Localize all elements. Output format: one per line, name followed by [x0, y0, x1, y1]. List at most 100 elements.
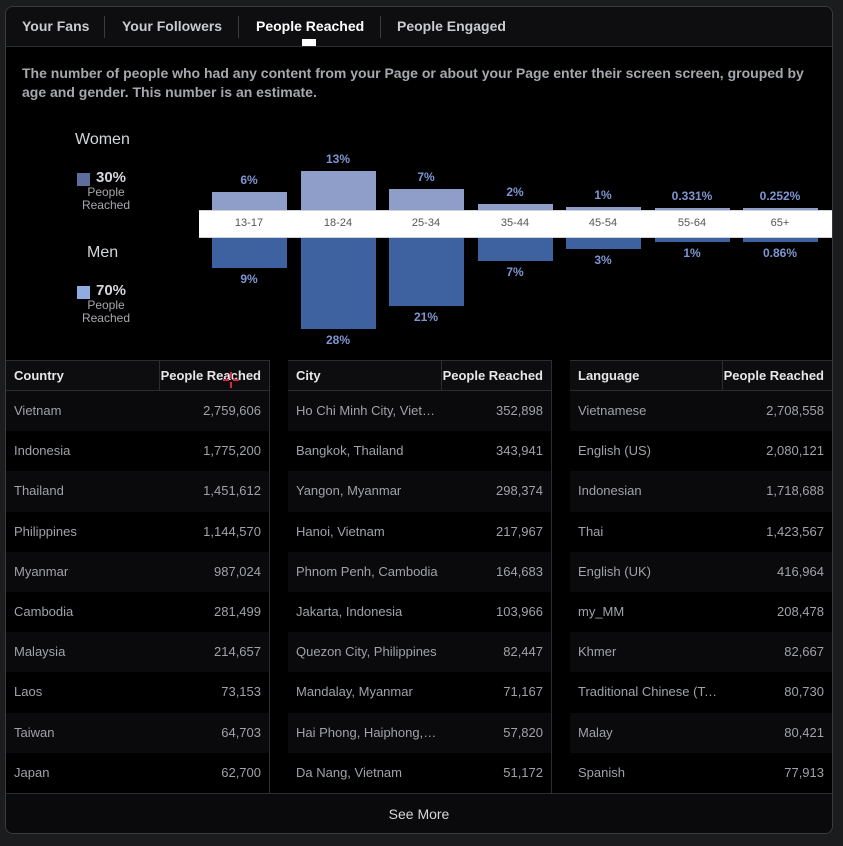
- tab-divider: [380, 16, 381, 38]
- men-bar-label: 28%: [325, 332, 351, 347]
- people-reached-cell: 352,898: [496, 403, 543, 418]
- men-bar-18-24[interactable]: [300, 229, 376, 329]
- table-row[interactable]: Taiwan 64,703: [6, 712, 269, 753]
- language-table: Language People Reached Vietnamese 2,708,55…: [570, 360, 832, 793]
- table-row[interactable]: Hai Phong, Haiphong, … 57,820: [288, 712, 551, 753]
- people-reached-cell: 416,964: [777, 563, 824, 579]
- table-row[interactable]: Da Nang, Vietnam 51,172: [288, 752, 551, 793]
- people-reached-cell: 298,374: [496, 483, 543, 499]
- country-name-cell: Myanmar: [14, 563, 69, 579]
- legend-women-title: Women: [75, 131, 130, 148]
- table-row[interactable]: my_MM 208,478: [570, 591, 832, 633]
- age-label-18-24: 18-24: [323, 217, 353, 229]
- people-reached-column-header[interactable]: People Reached: [723, 368, 824, 383]
- people-reached-cell: 2,080,121: [766, 443, 824, 459]
- people-reached-cell: 1,451,612: [203, 483, 261, 499]
- city-column-header[interactable]: City: [296, 368, 321, 383]
- country-name-cell: Taiwan: [14, 724, 55, 740]
- women-bar-label: 7%: [417, 170, 435, 184]
- country-name-cell: Indonesia: [14, 443, 71, 459]
- table-row[interactable]: Mandalay, Myanmar 71,167: [288, 672, 551, 713]
- language-table-header: Language People Reached: [570, 360, 832, 391]
- tab-your-fans[interactable]: Your Fans: [22, 18, 90, 34]
- people-reached-cell: 80,730: [784, 684, 824, 700]
- table-row[interactable]: Vietnam 2,759,606: [6, 391, 269, 432]
- city-name-cell: Jakarta, Indonesia: [296, 603, 403, 619]
- table-row[interactable]: Malay 80,421: [570, 712, 832, 753]
- men-bar-label: 0.86%: [762, 245, 798, 260]
- city-name-cell: Quezon City, Philippines: [296, 644, 437, 660]
- language-name-cell: Indonesian: [578, 483, 642, 499]
- legend-men-title: Men: [87, 244, 119, 261]
- tab-your-followers[interactable]: Your Followers: [122, 18, 223, 34]
- legend-men-sub: People Reached: [81, 298, 131, 325]
- city-name-cell: Bangkok, Thailand: [296, 443, 404, 459]
- people-reached-column-header[interactable]: People Reached: [160, 368, 261, 383]
- language-name-cell: Khmer: [578, 644, 617, 660]
- country-name-cell: Japan: [14, 764, 50, 780]
- language-column-header[interactable]: Language: [578, 368, 640, 383]
- people-reached-column-header[interactable]: People Reached: [442, 368, 543, 383]
- people-reached-cell: 57,820: [503, 724, 543, 740]
- men-bar-label: 1%: [683, 246, 701, 261]
- table-row[interactable]: Laos 73,153: [6, 672, 269, 713]
- men-bar-25-34[interactable]: [388, 229, 464, 307]
- table-row[interactable]: Yangon, Myanmar 298,374: [288, 471, 551, 512]
- women-bar-label: 2%: [506, 185, 524, 199]
- header-divider: [159, 361, 160, 390]
- table-row[interactable]: Malaysia 214,657: [6, 632, 269, 673]
- men-bar-label: 3%: [594, 252, 612, 267]
- table-row[interactable]: Hanoi, Vietnam 217,967: [288, 511, 551, 552]
- people-reached-cell: 164,683: [496, 563, 543, 579]
- header-divider: [441, 361, 442, 390]
- legend-men-swatch: [77, 286, 90, 299]
- table-row[interactable]: Ho Chi Minh City, Vietn… 352,898: [288, 391, 551, 432]
- table-row[interactable]: Myanmar 987,024: [6, 551, 269, 592]
- country-name-cell: Laos: [14, 684, 43, 700]
- country-column-header[interactable]: Country: [14, 368, 64, 383]
- people-reached-cell: 987,024: [214, 563, 261, 579]
- table-row[interactable]: Cambodia 281,499: [6, 591, 269, 633]
- table-row[interactable]: Phnom Penh, Cambodia 164,683: [288, 551, 551, 592]
- active-tab-indicator: [302, 39, 316, 46]
- city-name-cell: Yangon, Myanmar: [296, 483, 402, 499]
- table-row[interactable]: Philippines 1,144,570: [6, 511, 269, 552]
- people-reached-cell: 1,718,688: [766, 483, 824, 499]
- see-more-button[interactable]: See More: [6, 793, 832, 833]
- country-name-cell: Thailand: [14, 483, 64, 499]
- tab-people-engaged[interactable]: People Engaged: [397, 18, 506, 34]
- table-row[interactable]: Indonesian 1,718,688: [570, 471, 832, 512]
- tab-people-reached[interactable]: People Reached: [256, 18, 365, 34]
- table-row[interactable]: Khmer 82,667: [570, 632, 832, 673]
- table-row[interactable]: English (UK) 416,964: [570, 551, 832, 592]
- table-row[interactable]: Thailand 1,451,612: [6, 471, 269, 512]
- table-row[interactable]: Vietnamese 2,708,558: [570, 391, 832, 432]
- people-reached-cell: 82,447: [503, 644, 543, 660]
- people-reached-cell: 77,913: [784, 764, 824, 780]
- table-row[interactable]: Japan 62,700: [6, 752, 269, 793]
- table-row[interactable]: Jakarta, Indonesia 103,966: [288, 591, 551, 633]
- people-reached-cell: 208,478: [777, 603, 824, 619]
- table-row[interactable]: Bangkok, Thailand 343,941: [288, 431, 551, 472]
- people-reached-cell: 71,167: [503, 684, 543, 700]
- language-name-cell: Spanish: [578, 764, 625, 780]
- language-name-cell: my_MM: [578, 603, 625, 619]
- language-name-cell: English (UK): [578, 563, 651, 579]
- language-name-cell: Traditional Chinese (Ta…: [578, 684, 720, 700]
- tab-divider: [238, 16, 239, 38]
- table-row[interactable]: English (US) 2,080,121: [570, 431, 832, 472]
- table-row[interactable]: Spanish 77,913: [570, 752, 832, 793]
- table-row[interactable]: Quezon City, Philippines 82,447: [288, 632, 551, 673]
- table-row[interactable]: Traditional Chinese (Ta… 80,730: [570, 672, 832, 713]
- age-gender-chart: 13-17 18-24 25-34 35-44 45-54 55-64 65+ 6% 9% 13…: [6, 147, 832, 347]
- table-row[interactable]: Thai 1,423,567: [570, 511, 832, 552]
- language-name-cell: Vietnamese: [578, 403, 647, 418]
- women-bar-label: 1%: [594, 188, 612, 202]
- women-bar-label: 13%: [325, 152, 351, 166]
- men-bar-label: 9%: [240, 271, 258, 286]
- table-row[interactable]: Indonesia 1,775,200: [6, 431, 269, 472]
- column-divider: [269, 360, 289, 793]
- insights-panel: Your Fans Your Followers People Reached …: [5, 6, 833, 834]
- header-divider: [722, 361, 723, 390]
- crosshair-cursor-icon: [223, 372, 239, 388]
